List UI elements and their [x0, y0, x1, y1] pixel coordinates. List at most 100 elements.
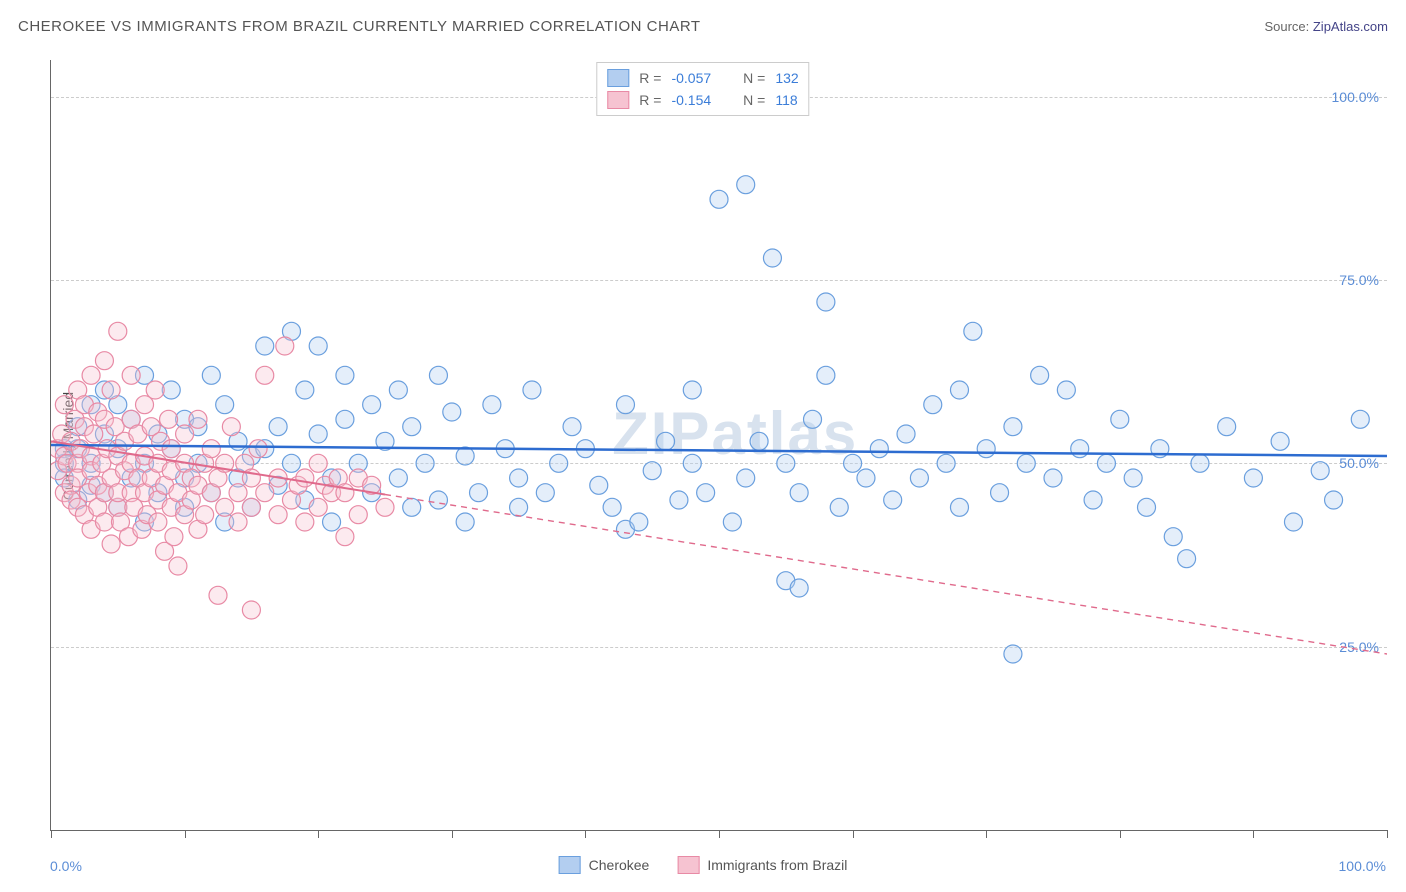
scatter-point: [523, 381, 541, 399]
xaxis-max-label: 100.0%: [1339, 858, 1386, 874]
scatter-point: [216, 396, 234, 414]
scatter-point: [209, 586, 227, 604]
scatter-point: [162, 440, 180, 458]
scatter-point: [470, 484, 488, 502]
scatter-point: [1124, 469, 1142, 487]
xtick: [1120, 830, 1121, 838]
chart-title: CHEROKEE VS IMMIGRANTS FROM BRAZIL CURRE…: [18, 18, 701, 35]
scatter-point: [483, 396, 501, 414]
source-link[interactable]: ZipAtlas.com: [1313, 19, 1388, 34]
scatter-point: [256, 366, 274, 384]
scatter-point: [376, 498, 394, 516]
scatter-point: [336, 410, 354, 428]
scatter-point: [456, 513, 474, 531]
scatter-point: [309, 498, 327, 516]
scatter-point: [563, 418, 581, 436]
scatter-point: [1325, 491, 1343, 509]
scatter-point: [160, 410, 178, 428]
scatter-point: [790, 484, 808, 502]
n-label: N =: [743, 92, 765, 108]
scatter-point: [590, 476, 608, 494]
n-value: 118: [775, 92, 797, 108]
r-value: -0.057: [671, 70, 711, 86]
legend-item: Cherokee: [559, 856, 650, 874]
scatter-point: [162, 381, 180, 399]
scatter-point: [349, 506, 367, 524]
scatter-point: [102, 381, 120, 399]
scatter-point: [737, 176, 755, 194]
scatter-point: [282, 454, 300, 472]
scatter-point: [309, 425, 327, 443]
scatter-point: [336, 528, 354, 546]
scatter-point: [1017, 454, 1035, 472]
scatter-point: [403, 498, 421, 516]
scatter-point: [1218, 418, 1236, 436]
scatter-point: [296, 469, 314, 487]
scatter-point: [897, 425, 915, 443]
xtick: [1387, 830, 1388, 838]
header: CHEROKEE VS IMMIGRANTS FROM BRAZIL CURRE…: [18, 18, 1388, 35]
scatter-point: [189, 410, 207, 428]
legend-swatch: [559, 856, 581, 874]
scatter-point: [165, 528, 183, 546]
scatter-point: [1244, 469, 1262, 487]
scatter-point: [844, 454, 862, 472]
xtick: [719, 830, 720, 838]
scatter-point: [870, 440, 888, 458]
scatter-point: [910, 469, 928, 487]
scatter-point: [82, 366, 100, 384]
scatter-point: [630, 513, 648, 531]
scatter-point: [817, 293, 835, 311]
scatter-point: [737, 469, 755, 487]
xtick: [452, 830, 453, 838]
scatter-point: [1191, 454, 1209, 472]
scatter-point: [202, 440, 220, 458]
scatter-point: [309, 454, 327, 472]
xtick: [1253, 830, 1254, 838]
scatter-point: [122, 366, 140, 384]
scatter-point: [536, 484, 554, 502]
legend-item: Immigrants from Brazil: [677, 856, 847, 874]
scatter-point: [1044, 469, 1062, 487]
scatter-point: [683, 381, 701, 399]
scatter-point: [1004, 418, 1022, 436]
scatter-point: [510, 498, 528, 516]
scatter-point: [109, 322, 127, 340]
xtick: [51, 830, 52, 838]
legend-label: Immigrants from Brazil: [707, 857, 847, 873]
r-value: -0.154: [671, 92, 711, 108]
scatter-point: [750, 432, 768, 450]
r-label: R =: [639, 92, 661, 108]
scatter-point: [309, 337, 327, 355]
scatter-point: [950, 498, 968, 516]
scatter-point: [1164, 528, 1182, 546]
scatter-point: [443, 403, 461, 421]
scatter-point: [790, 579, 808, 597]
source-prefix: Source:: [1264, 19, 1312, 34]
scatter-point: [323, 513, 341, 531]
scatter-point: [1071, 440, 1089, 458]
scatter-point: [1084, 491, 1102, 509]
scatter-point: [1111, 410, 1129, 428]
scatter-point: [616, 396, 634, 414]
scatter-point: [256, 484, 274, 502]
scatter-point: [1004, 645, 1022, 663]
scatter-point: [216, 498, 234, 516]
scatter-point: [510, 469, 528, 487]
scatter-point: [363, 396, 381, 414]
scatter-point: [804, 410, 822, 428]
scatter-point: [389, 381, 407, 399]
scatter-point: [95, 513, 113, 531]
scatter-point: [269, 506, 287, 524]
scatter-point: [924, 396, 942, 414]
trend-line-extrapolated: [385, 495, 1387, 655]
scatter-point: [657, 432, 675, 450]
scatter-point: [763, 249, 781, 267]
scatter-point: [950, 381, 968, 399]
scatter-point: [249, 440, 267, 458]
legend-label: Cherokee: [589, 857, 650, 873]
scatter-point: [269, 418, 287, 436]
series-legend: Cherokee Immigrants from Brazil: [559, 856, 848, 874]
xtick: [986, 830, 987, 838]
legend-row: R = -0.154 N = 118: [607, 89, 798, 111]
